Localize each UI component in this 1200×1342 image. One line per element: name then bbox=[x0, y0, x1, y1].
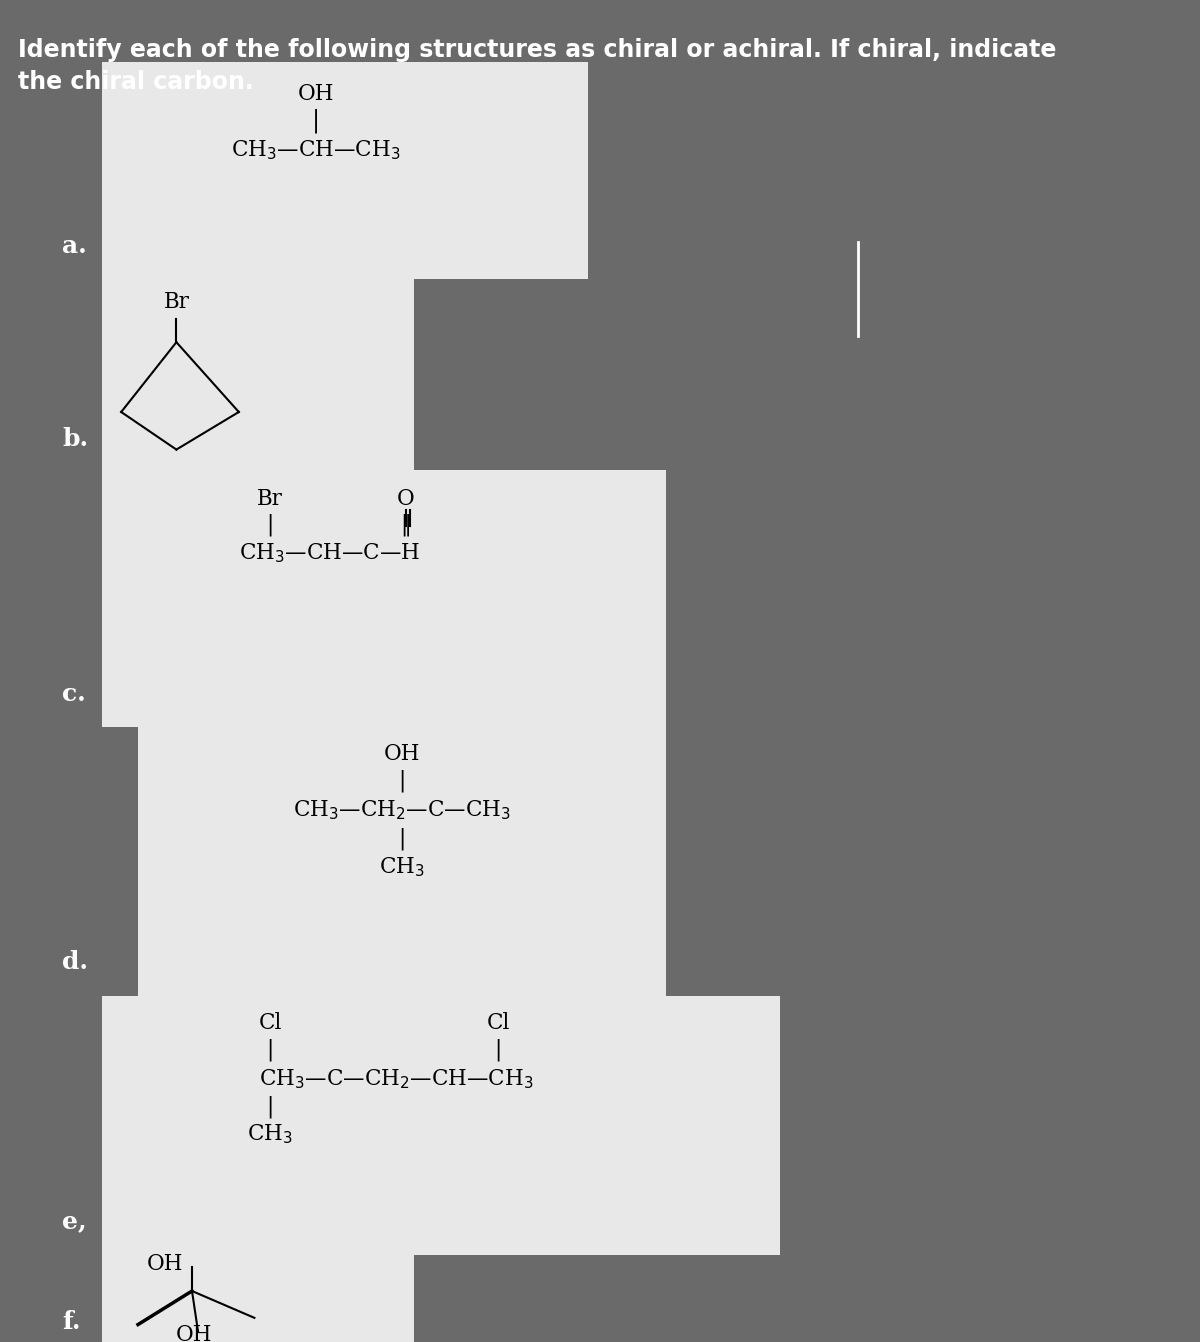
Text: e,: e, bbox=[62, 1209, 88, 1233]
Text: ‖: ‖ bbox=[400, 514, 412, 535]
FancyBboxPatch shape bbox=[138, 727, 666, 996]
Text: Br: Br bbox=[163, 291, 190, 313]
Text: b.: b. bbox=[62, 427, 89, 451]
Text: CH$_3$—CH—CH$_3$: CH$_3$—CH—CH$_3$ bbox=[230, 138, 401, 162]
Text: f.: f. bbox=[62, 1310, 80, 1334]
Text: |: | bbox=[266, 514, 274, 535]
Text: OH: OH bbox=[146, 1253, 182, 1275]
FancyBboxPatch shape bbox=[102, 996, 780, 1255]
Text: c.: c. bbox=[62, 682, 86, 706]
FancyBboxPatch shape bbox=[102, 470, 666, 727]
Text: CH$_3$—CH$_2$—C—CH$_3$: CH$_3$—CH$_2$—C—CH$_3$ bbox=[293, 798, 511, 823]
Text: a.: a. bbox=[62, 234, 88, 258]
Text: CH$_3$—C—CH$_2$—CH—CH$_3$: CH$_3$—C—CH$_2$—CH—CH$_3$ bbox=[259, 1067, 533, 1091]
FancyBboxPatch shape bbox=[102, 62, 588, 279]
Text: |: | bbox=[312, 109, 319, 133]
Text: |: | bbox=[266, 1039, 274, 1060]
Text: OH: OH bbox=[176, 1325, 212, 1342]
Text: Cl: Cl bbox=[258, 1012, 282, 1033]
Text: O: O bbox=[397, 488, 414, 510]
Text: d.: d. bbox=[62, 950, 89, 974]
Text: |: | bbox=[494, 1039, 502, 1060]
Text: OH: OH bbox=[384, 743, 420, 765]
Text: |: | bbox=[266, 1096, 274, 1118]
Text: CH$_3$—CH—C—H: CH$_3$—CH—C—H bbox=[239, 541, 421, 565]
Text: the chiral carbon.: the chiral carbon. bbox=[18, 70, 253, 94]
Text: |: | bbox=[398, 770, 406, 792]
Text: CH$_3$: CH$_3$ bbox=[379, 855, 425, 879]
Text: Identify each of the following structures as chiral or achiral. If chiral, indic: Identify each of the following structure… bbox=[18, 38, 1056, 62]
Text: CH$_3$: CH$_3$ bbox=[247, 1122, 293, 1146]
Text: Br: Br bbox=[257, 488, 283, 510]
FancyBboxPatch shape bbox=[102, 1251, 414, 1342]
FancyBboxPatch shape bbox=[102, 278, 414, 472]
Text: |: | bbox=[398, 828, 406, 849]
Text: Cl: Cl bbox=[486, 1012, 510, 1033]
Text: OH: OH bbox=[298, 83, 334, 105]
